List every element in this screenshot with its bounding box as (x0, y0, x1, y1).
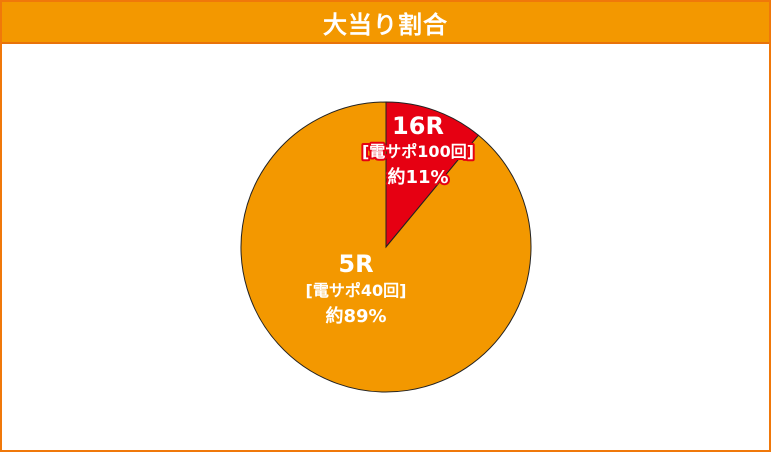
pie-slice-5R (240, 101, 532, 393)
slice-label-pct-label: 約11% (387, 166, 448, 188)
slice-label-name: 5R (338, 250, 373, 278)
pie-slice-16R (385, 101, 480, 249)
slice-label-pct-label: 約89% (325, 305, 386, 327)
slice-label-name: 16R (392, 112, 444, 140)
chart-title: 大当り割合 (2, 2, 769, 44)
slice-label-sub: [電サポ40回] (306, 281, 407, 300)
slice-label-sub: [電サポ100回] (362, 142, 474, 161)
